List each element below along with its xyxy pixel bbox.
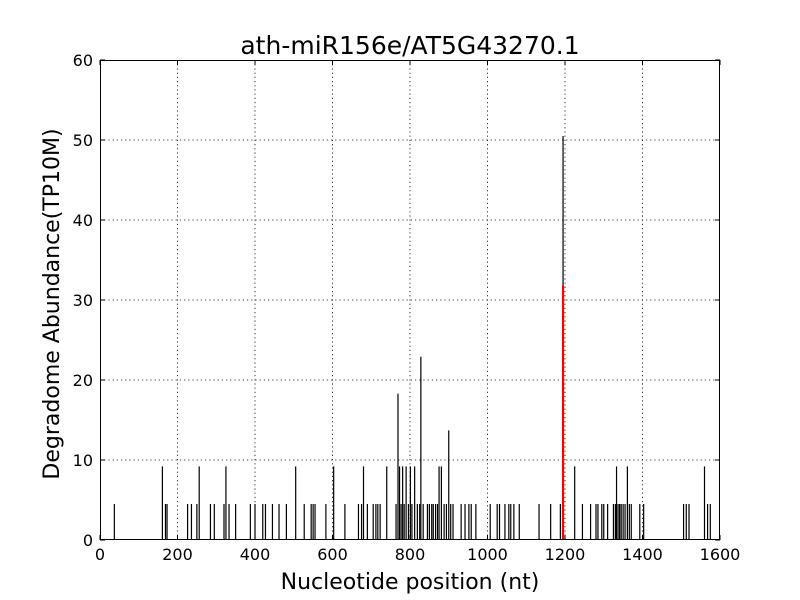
y-tick-label: 20 [73, 371, 93, 390]
y-tick-label: 50 [73, 131, 93, 150]
x-tick-label: 400 [240, 545, 271, 564]
x-tick-labels: 0 200 400 600 800 1000 1200 1400 1600 [95, 545, 740, 564]
x-axis-label: Nucleotide position (nt) [281, 570, 540, 595]
x-tick-label: 0 [95, 545, 105, 564]
y-tick-label: 40 [73, 211, 93, 230]
y-tick-label: 0 [83, 531, 93, 550]
x-tick-label: 1200 [545, 545, 586, 564]
x-tick-label: 800 [395, 545, 426, 564]
ticks [99, 59, 721, 541]
grid [100, 60, 720, 540]
y-axis-label: Degradome Abundance(TP10M) [40, 128, 65, 479]
y-tick-labels: 0 10 20 30 40 50 60 [73, 51, 93, 550]
x-tick-label: 1600 [700, 545, 741, 564]
x-tick-label: 200 [162, 545, 193, 564]
x-tick-label: 1000 [467, 545, 508, 564]
chart-title: ath-miR156e/AT5G43270.1 [240, 31, 579, 60]
x-tick-label: 1400 [622, 545, 663, 564]
bars [113, 136, 711, 540]
y-tick-label: 30 [73, 291, 93, 310]
x-tick-label: 600 [317, 545, 348, 564]
y-tick-label: 10 [73, 451, 93, 470]
y-tick-label: 60 [73, 51, 93, 70]
